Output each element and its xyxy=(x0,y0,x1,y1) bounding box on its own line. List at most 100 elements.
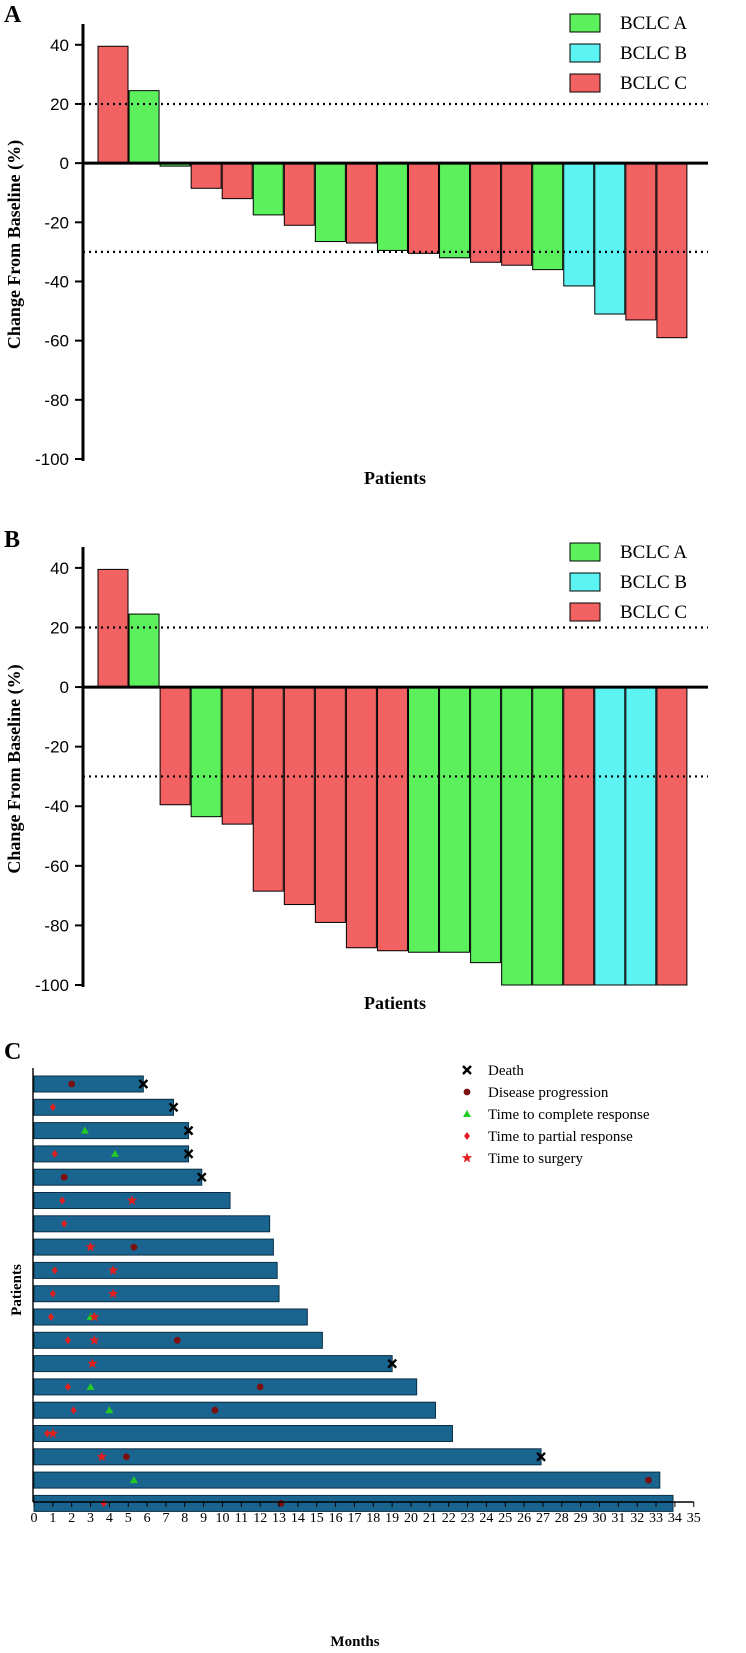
surgery-marker xyxy=(96,1451,108,1462)
y-axis-title: Change From Baseline (%) xyxy=(4,664,25,873)
x-tick-label: 14 xyxy=(291,1511,305,1526)
y-axis-title: Change From Baseline (%) xyxy=(4,140,25,349)
x-tick-label: 16 xyxy=(329,1511,343,1526)
panel-B: B 40 20 0 -20 -40 -60 -80 -100 Patients Change Fro… xyxy=(4,527,708,1013)
death-marker xyxy=(183,1149,194,1159)
x-axis-title: Patients xyxy=(364,993,426,1013)
progression-marker xyxy=(60,1173,68,1181)
x-tick-label: 18 xyxy=(366,1511,380,1526)
complete-response-marker xyxy=(86,1382,95,1390)
legend-label: BCLC B xyxy=(620,43,687,64)
death-marker-stroke xyxy=(183,1149,194,1159)
x-tick-label: 28 xyxy=(555,1511,569,1526)
bar-patient-4 xyxy=(190,162,222,189)
legend-label: BCLC C xyxy=(620,602,687,623)
x-tick-label: 29 xyxy=(574,1511,588,1526)
legend-label: Time to surgery xyxy=(488,1151,584,1167)
x-tick-label: 7 xyxy=(162,1511,169,1526)
x-tick-label: 24 xyxy=(479,1511,493,1526)
x-tick-label: 13 xyxy=(272,1511,286,1526)
legend-label: Death xyxy=(488,1063,524,1079)
y-tick-label: 40 xyxy=(50,36,69,55)
y-tick-label: -80 xyxy=(44,916,69,935)
legend-label: BCLC A xyxy=(620,542,687,563)
patient-bar-17 xyxy=(33,1448,542,1466)
x-tick-label: 34 xyxy=(668,1511,682,1526)
y-tick-label: -20 xyxy=(44,738,69,757)
bar-patient-3 xyxy=(159,686,191,806)
progression-marker xyxy=(130,1243,138,1251)
y-tick-label: 20 xyxy=(50,95,69,114)
complete-response-marker xyxy=(111,1149,120,1157)
x-tick-label: 20 xyxy=(404,1511,418,1526)
bar-patient-13 xyxy=(470,686,502,964)
bar-patient-11 xyxy=(408,686,439,953)
bar-patient-15 xyxy=(532,686,564,986)
bar-patient-5 xyxy=(221,686,253,825)
patient-bar-9 xyxy=(33,1261,278,1279)
complete-response-marker xyxy=(105,1406,114,1414)
bar-patient-2 xyxy=(128,90,160,164)
x-tick-label: 12 xyxy=(253,1511,267,1526)
legend-complete-response-marker xyxy=(463,1110,471,1117)
patient-bar-3 xyxy=(33,1122,190,1140)
death-marker-stroke xyxy=(138,1079,149,1089)
bar-patient-17 xyxy=(594,686,626,986)
patient-bar-16 xyxy=(33,1425,453,1442)
legend-label: Disease progression xyxy=(488,1085,609,1101)
x-tick-label: 9 xyxy=(200,1511,207,1526)
bar-patient-7 xyxy=(283,686,315,906)
bar-patient-16 xyxy=(563,162,595,287)
panel-A: A 40 20 0 -20 -40 -60 -80 -100 Patients Change Fro… xyxy=(4,2,708,488)
x-tick-label: 4 xyxy=(106,1511,113,1526)
surgery-marker xyxy=(107,1288,119,1299)
death-marker xyxy=(196,1172,207,1183)
surgery-marker xyxy=(87,1358,98,1369)
patient-bar-19 xyxy=(33,1494,674,1512)
x-tick-label: 15 xyxy=(310,1511,324,1526)
patient-bar-15 xyxy=(33,1401,437,1419)
bar-patient-19 xyxy=(656,686,688,986)
legend-swatch xyxy=(569,13,601,33)
partial-response-marker xyxy=(61,1219,68,1228)
bar-patient-10 xyxy=(376,162,408,251)
x-tick-label: 11 xyxy=(235,1511,248,1526)
death-marker xyxy=(138,1079,149,1089)
legend-swatch xyxy=(569,602,601,622)
bar-patient-2 xyxy=(128,613,160,688)
x-tick-label: 5 xyxy=(125,1511,132,1526)
patient-bar-10 xyxy=(33,1285,280,1303)
x-tick-label: 35 xyxy=(687,1511,701,1526)
progression-marker xyxy=(68,1080,76,1088)
patient-bar-14 xyxy=(33,1378,418,1396)
bar-patient-9 xyxy=(345,686,377,949)
death-marker xyxy=(168,1102,179,1113)
patient-bar-13 xyxy=(33,1355,393,1373)
bar-patient-12 xyxy=(439,686,471,953)
x-tick-label: 32 xyxy=(630,1511,644,1526)
bar-patient-16 xyxy=(563,686,595,986)
progression-marker xyxy=(256,1383,264,1391)
death-marker xyxy=(536,1451,546,1462)
y-tick-label: -40 xyxy=(44,272,69,291)
y-tick-label: -20 xyxy=(44,213,69,232)
x-tick-label: 0 xyxy=(31,1511,38,1526)
patient-bar-5 xyxy=(33,1168,203,1186)
x-tick-label: 27 xyxy=(536,1511,550,1526)
legend-label: Time to complete response xyxy=(488,1107,650,1123)
legend-label: Time to partial response xyxy=(488,1129,633,1145)
partial-response-marker xyxy=(59,1196,66,1205)
x-tick-label: 25 xyxy=(498,1511,512,1526)
surgery-marker xyxy=(107,1264,119,1275)
legend-label: BCLC B xyxy=(620,572,687,593)
bar-patient-13 xyxy=(470,162,502,263)
panel-label-C: C xyxy=(4,1039,21,1065)
legend-death-marker xyxy=(462,1065,472,1075)
patient-bar-11 xyxy=(33,1308,308,1326)
death-marker-stroke xyxy=(536,1451,546,1462)
partial-response-marker xyxy=(49,1103,56,1112)
bar-patient-9 xyxy=(345,162,377,244)
y-tick-label: 0 xyxy=(60,678,69,697)
x-tick-label: 22 xyxy=(442,1511,456,1526)
